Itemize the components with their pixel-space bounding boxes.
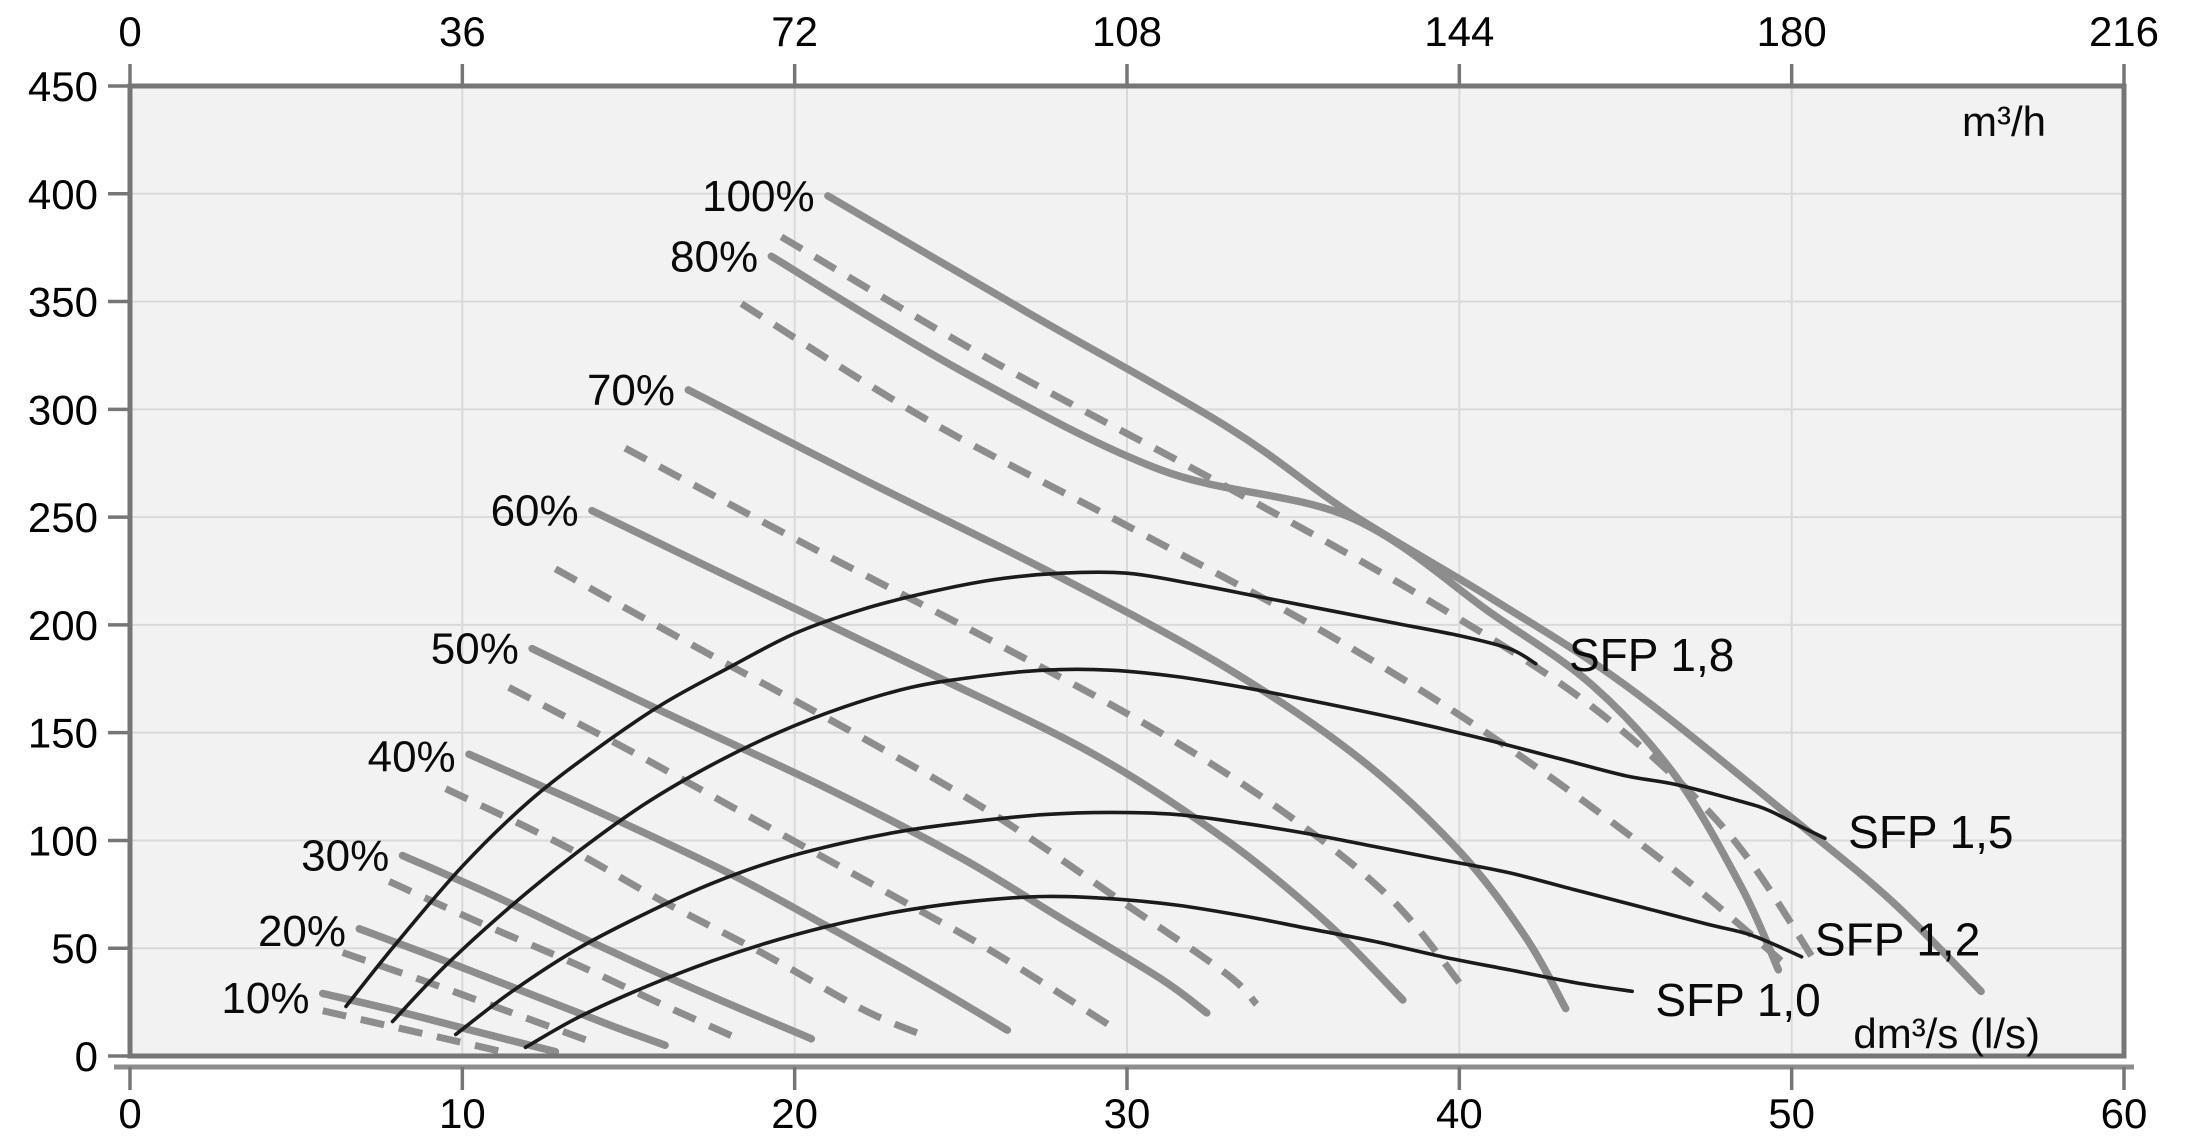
left-tick-label-0: 0 [75,1033,98,1080]
top-tick-label-72: 72 [771,8,818,55]
curve-80-dashed [739,300,1794,973]
speed-label-10: 10% [221,974,309,1023]
sfp-label--1-8: SFP 1,8 [1569,629,1734,681]
curve-40-dashed [444,785,923,1038]
speed-label-40: 40% [368,732,456,781]
top-tick-label-0: 0 [118,8,141,55]
speed-label-20: 20% [258,907,346,956]
bottom-tick-label-0: 0 [118,1090,141,1137]
speed-label-100: 100% [702,172,815,221]
curve-sfp-1-5 [390,667,1827,1024]
curve-70 [684,386,1570,1013]
curve-20 [355,925,669,1049]
top-tick-label-144: 144 [1424,8,1494,55]
tick-layer [108,64,2126,1090]
curve-layer [319,192,1985,1054]
speed-label-80: 80% [670,232,758,281]
left-tick-label-350: 350 [28,279,98,326]
curve-80 [767,252,1783,974]
left-tick-label-200: 200 [28,602,98,649]
top-tick-label-180: 180 [1757,8,1827,55]
gridline-layer [130,86,2124,1056]
curve-30-dashed [387,878,740,1042]
bottom-tick-label-40: 40 [1436,1090,1483,1137]
curve-30 [398,851,816,1043]
curve-70-dashed [623,445,1469,994]
curve-100 [824,192,1985,996]
bottom-tick-label-30: 30 [1104,1090,1151,1137]
left-tick-label-150: 150 [28,710,98,757]
curve-sfp-1-2 [453,810,1804,1037]
curve-40 [465,750,1012,1034]
curve-50 [528,644,1211,1017]
bottom-tick-label-50: 50 [1768,1090,1815,1137]
bottom-tick-label-60: 60 [2101,1090,2148,1137]
speed-label-30: 30% [301,832,389,881]
label-layer: 0 36 72 108 144 180 216 0 10 20 30 40 50 60 450 400 350 3… [28,8,2159,1137]
left-tick-label-400: 400 [28,171,98,218]
bottom-tick-label-10: 10 [439,1090,486,1137]
left-tick-label-100: 100 [28,817,98,864]
top-tick-label-36: 36 [439,8,486,55]
curve-10 [319,989,560,1054]
bottom-tick-label-20: 20 [771,1090,818,1137]
curve-sfp-1-8 [344,570,1538,1009]
left-tick-label-300: 300 [28,386,98,433]
speed-label-60: 60% [491,487,579,536]
bottom-axis-unit-label: dm³/s (l/s) [1853,1010,2040,1057]
left-tick-label-450: 450 [28,63,98,110]
curve-10-dashed [321,1007,503,1054]
curve-100-dashed [779,233,1818,964]
sfp-label--1-2: SFP 1,2 [1815,914,1980,966]
left-tick-label-50: 50 [51,925,98,972]
curve-60 [588,506,1407,1004]
curve-50-dashed [507,684,1113,1029]
curve-60-dashed [553,565,1260,1007]
speed-label-50: 50% [431,625,519,674]
speed-label-70: 70% [587,366,675,415]
top-axis-unit-label: m³/h [1962,98,2046,145]
top-tick-label-216: 216 [2089,8,2159,55]
sfp-label--1-0: SFP 1,0 [1655,974,1820,1026]
curve-sfp-1-0 [523,894,1634,1050]
sfp-label--1-5: SFP 1,5 [1848,806,2013,858]
top-tick-label-108: 108 [1092,8,1162,55]
left-tick-label-250: 250 [28,494,98,541]
curve-20-dashed [341,949,590,1045]
